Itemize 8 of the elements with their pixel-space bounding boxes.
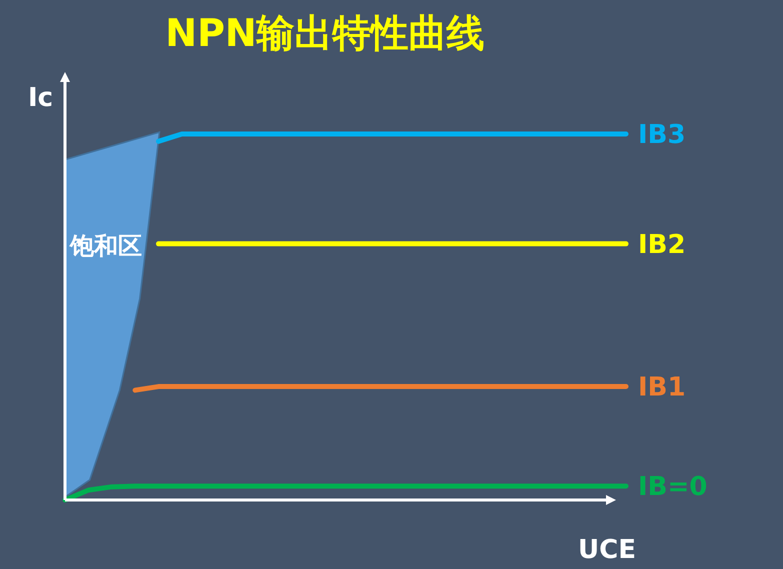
series-label: IB3: [638, 120, 686, 150]
series-label: IB1: [638, 372, 686, 403]
series-label: IB=0: [638, 472, 708, 502]
annotation: 饱和区: [69, 232, 142, 260]
chart-title: NPN输出特性曲线: [165, 11, 485, 55]
x-axis-title: UCE: [578, 535, 636, 565]
series-label: IB2: [638, 230, 686, 260]
y-axis-title: Ic: [28, 83, 54, 113]
